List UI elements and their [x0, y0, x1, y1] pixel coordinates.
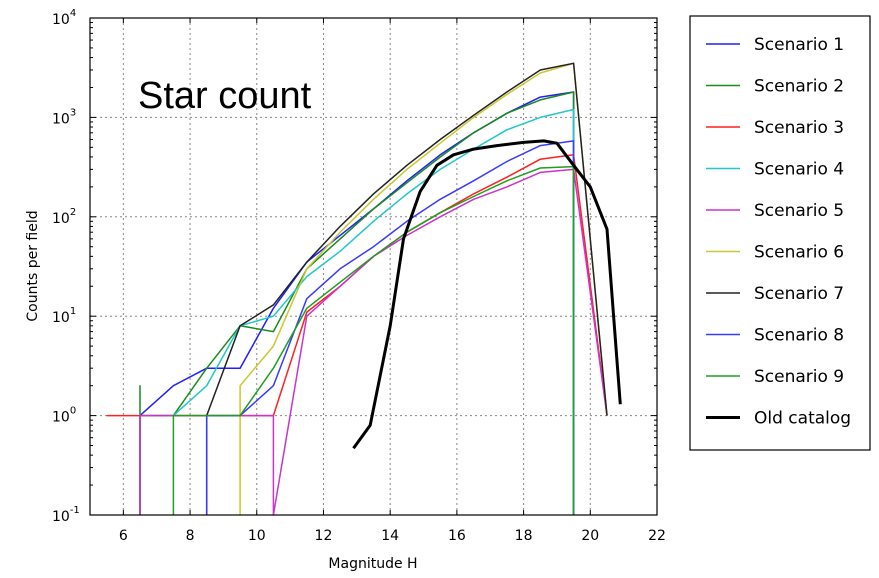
x-tick-label: 12	[315, 528, 333, 544]
legend-label: Scenario 6	[754, 243, 844, 263]
y-tick-label: 100	[52, 406, 76, 426]
series-line-9	[172, 165, 575, 515]
legend-label: Scenario 1	[754, 35, 844, 55]
x-axis-label: Magnitude H	[328, 556, 417, 572]
series-line-1	[139, 91, 575, 515]
y-tick-label: 10-1	[52, 505, 80, 525]
x-tick-label: 18	[515, 528, 533, 544]
y-tick-label: 104	[52, 8, 76, 28]
legend-label: Scenario 9	[754, 367, 844, 387]
y-tick-label: 102	[52, 207, 76, 227]
series-line-6	[239, 62, 608, 515]
x-tick-label: 6	[119, 528, 128, 544]
plot-frame	[89, 17, 658, 516]
legend-label: Scenario 2	[754, 77, 844, 97]
series-line-2	[139, 91, 575, 515]
legend-label: Scenario 7	[754, 284, 844, 304]
x-tick-label: 22	[648, 528, 666, 544]
legend-label: Scenario 5	[754, 201, 844, 221]
chart-annotation: Star count	[138, 75, 312, 117]
series-lines	[106, 62, 622, 516]
legend-label: Scenario 3	[754, 118, 844, 138]
legend-label: Old catalog	[754, 409, 851, 429]
series-line-8	[205, 140, 575, 515]
legend-label: Scenario 4	[754, 160, 844, 180]
x-tick-label: 14	[381, 528, 399, 544]
series-line-4	[140, 108, 575, 515]
x-tick-label: 8	[186, 528, 195, 544]
axis-ticks: 6 8 10 12 14 16 18 20 22 10-1 100 101 102 103 104	[52, 8, 666, 544]
y-axis-label: Counts per field	[25, 210, 41, 321]
y-tick-label: 103	[52, 107, 76, 127]
x-tick-label: 10	[248, 528, 266, 544]
series-line-3	[106, 154, 608, 417]
y-tick-label: 101	[52, 306, 76, 326]
series-line-10	[352, 139, 622, 450]
series-line-5	[139, 168, 608, 516]
series-line-7	[205, 62, 608, 515]
legend-label: Scenario 8	[754, 326, 844, 346]
x-tick-label: 16	[448, 528, 466, 544]
legend: Scenario 1 Scenario 2 Scenario 3 Scenario 4…	[689, 15, 871, 451]
legend-box	[689, 15, 871, 451]
x-tick-label: 20	[581, 528, 599, 544]
